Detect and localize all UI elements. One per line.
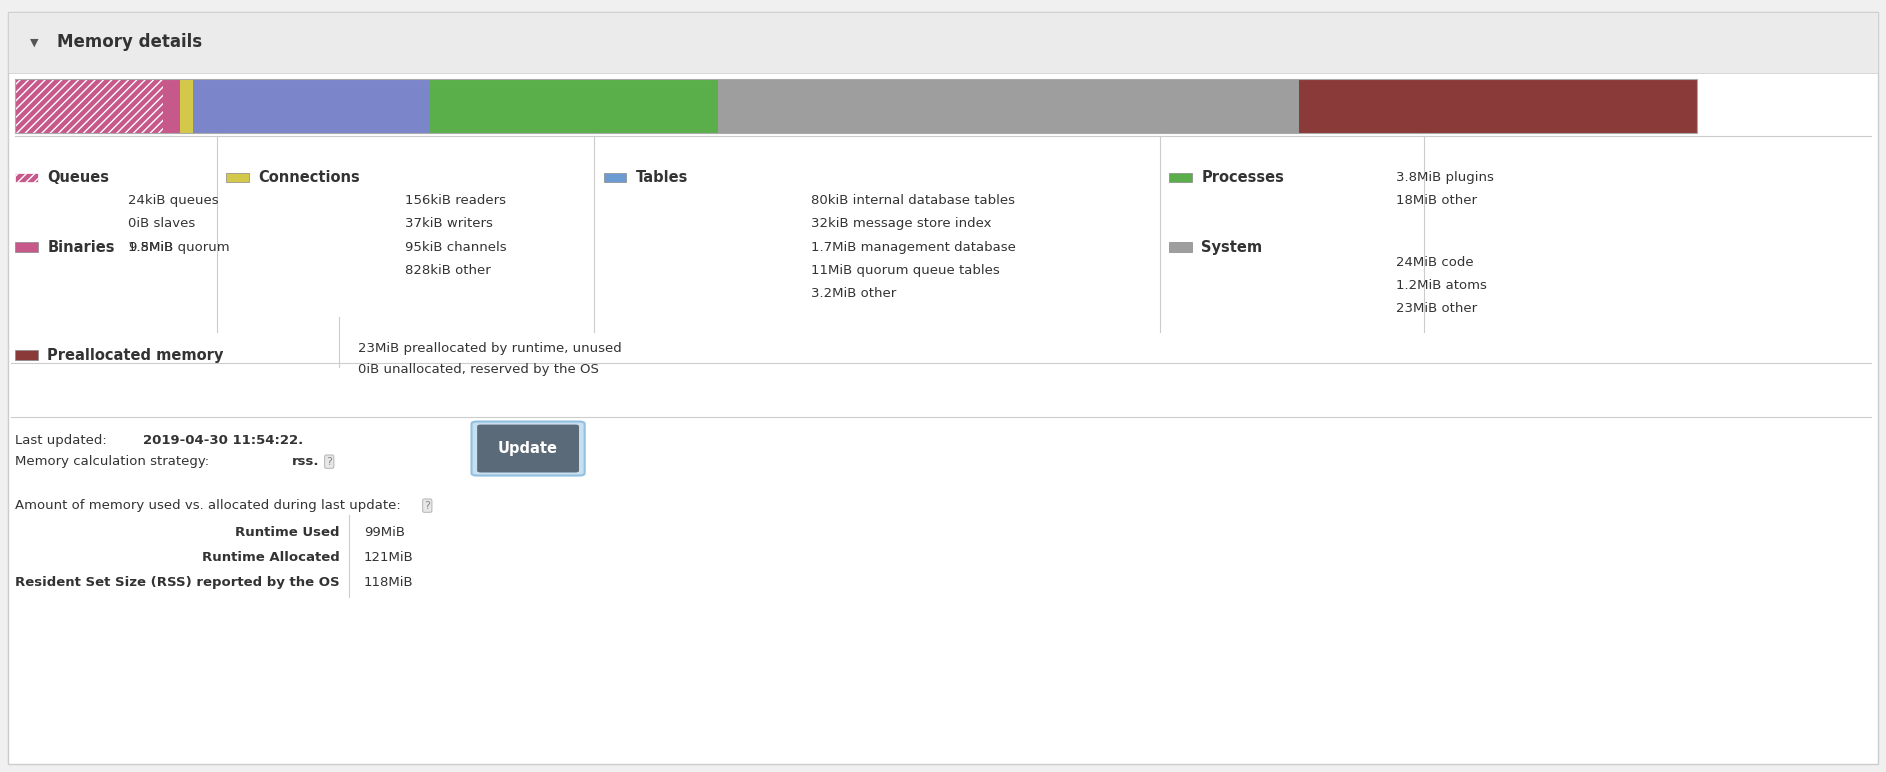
Bar	[162, 79, 179, 133]
Text: Processes: Processes	[1201, 170, 1284, 185]
Bar	[179, 79, 194, 133]
Bar	[428, 79, 449, 133]
Text: 18MiB other: 18MiB other	[1396, 195, 1477, 207]
FancyBboxPatch shape	[472, 422, 585, 476]
Text: System: System	[1201, 239, 1262, 255]
Text: 3.8MiB plugins: 3.8MiB plugins	[1396, 171, 1494, 184]
Text: 0iB slaves: 0iB slaves	[128, 218, 196, 230]
Bar	[449, 79, 719, 133]
Text: 23MiB other: 23MiB other	[1396, 303, 1477, 315]
Bar	[15, 242, 38, 252]
Text: Runtime Allocated: Runtime Allocated	[202, 551, 339, 564]
Bar	[8, 12, 1878, 73]
Text: Memory calculation strategy:: Memory calculation strategy:	[15, 455, 213, 468]
Text: 118MiB: 118MiB	[364, 577, 413, 589]
Text: 11MiB quorum queue tables: 11MiB quorum queue tables	[811, 264, 1000, 276]
Bar	[1299, 79, 1697, 133]
Text: 2019-04-30 11:54:22.: 2019-04-30 11:54:22.	[143, 434, 304, 446]
Bar	[1169, 242, 1192, 252]
Text: 1.2MiB atoms: 1.2MiB atoms	[1396, 279, 1486, 292]
Text: 24kiB queues: 24kiB queues	[128, 195, 219, 207]
Text: 0iB unallocated, reserved by the OS: 0iB unallocated, reserved by the OS	[358, 363, 600, 375]
Bar	[226, 173, 249, 182]
Text: 23MiB preallocated by runtime, unused: 23MiB preallocated by runtime, unused	[358, 343, 622, 355]
Text: Preallocated memory: Preallocated memory	[47, 347, 224, 363]
Text: 828kiB other: 828kiB other	[405, 264, 490, 276]
Text: 99MiB: 99MiB	[364, 527, 405, 539]
Text: 156kiB readers: 156kiB readers	[405, 195, 507, 207]
Text: Tables: Tables	[636, 170, 688, 185]
Bar	[15, 173, 38, 182]
Bar	[1026, 79, 1299, 133]
Text: Resident Set Size (RSS) reported by the OS: Resident Set Size (RSS) reported by the …	[15, 577, 339, 589]
Text: Runtime Used: Runtime Used	[236, 527, 339, 539]
Text: ?: ?	[424, 501, 430, 510]
Bar	[719, 79, 726, 133]
Bar	[15, 350, 38, 360]
Text: Update: Update	[498, 441, 558, 456]
Text: Queues: Queues	[47, 170, 109, 185]
Text: 1.5MiB quorum: 1.5MiB quorum	[128, 241, 230, 253]
Text: 95kiB channels: 95kiB channels	[405, 241, 507, 253]
Bar	[726, 79, 1013, 133]
Text: Connections: Connections	[258, 170, 360, 185]
FancyBboxPatch shape	[477, 425, 579, 472]
Text: Memory details: Memory details	[57, 33, 202, 52]
Text: Last updated:: Last updated:	[15, 434, 111, 446]
Text: 80kiB internal database tables: 80kiB internal database tables	[811, 195, 1015, 207]
Bar	[604, 173, 626, 182]
Bar	[1013, 79, 1026, 133]
Text: ▼: ▼	[30, 38, 38, 47]
Text: Amount of memory used vs. allocated during last update:: Amount of memory used vs. allocated duri…	[15, 499, 402, 512]
Bar	[1169, 173, 1192, 182]
FancyBboxPatch shape	[8, 12, 1878, 764]
Text: 121MiB: 121MiB	[364, 551, 413, 564]
Text: 1.7MiB management database: 1.7MiB management database	[811, 241, 1017, 253]
Text: 9.8MiB: 9.8MiB	[128, 241, 174, 253]
Text: 32kiB message store index: 32kiB message store index	[811, 218, 992, 230]
Text: ?: ?	[326, 457, 332, 466]
Bar	[194, 79, 428, 133]
Text: rss.: rss.	[292, 455, 321, 468]
Bar	[15, 79, 1697, 133]
Text: 3.2MiB other: 3.2MiB other	[811, 287, 896, 300]
Bar	[15, 79, 162, 133]
Text: Binaries: Binaries	[47, 239, 115, 255]
Text: 37kiB writers: 37kiB writers	[405, 218, 494, 230]
Text: 24MiB code: 24MiB code	[1396, 256, 1473, 269]
